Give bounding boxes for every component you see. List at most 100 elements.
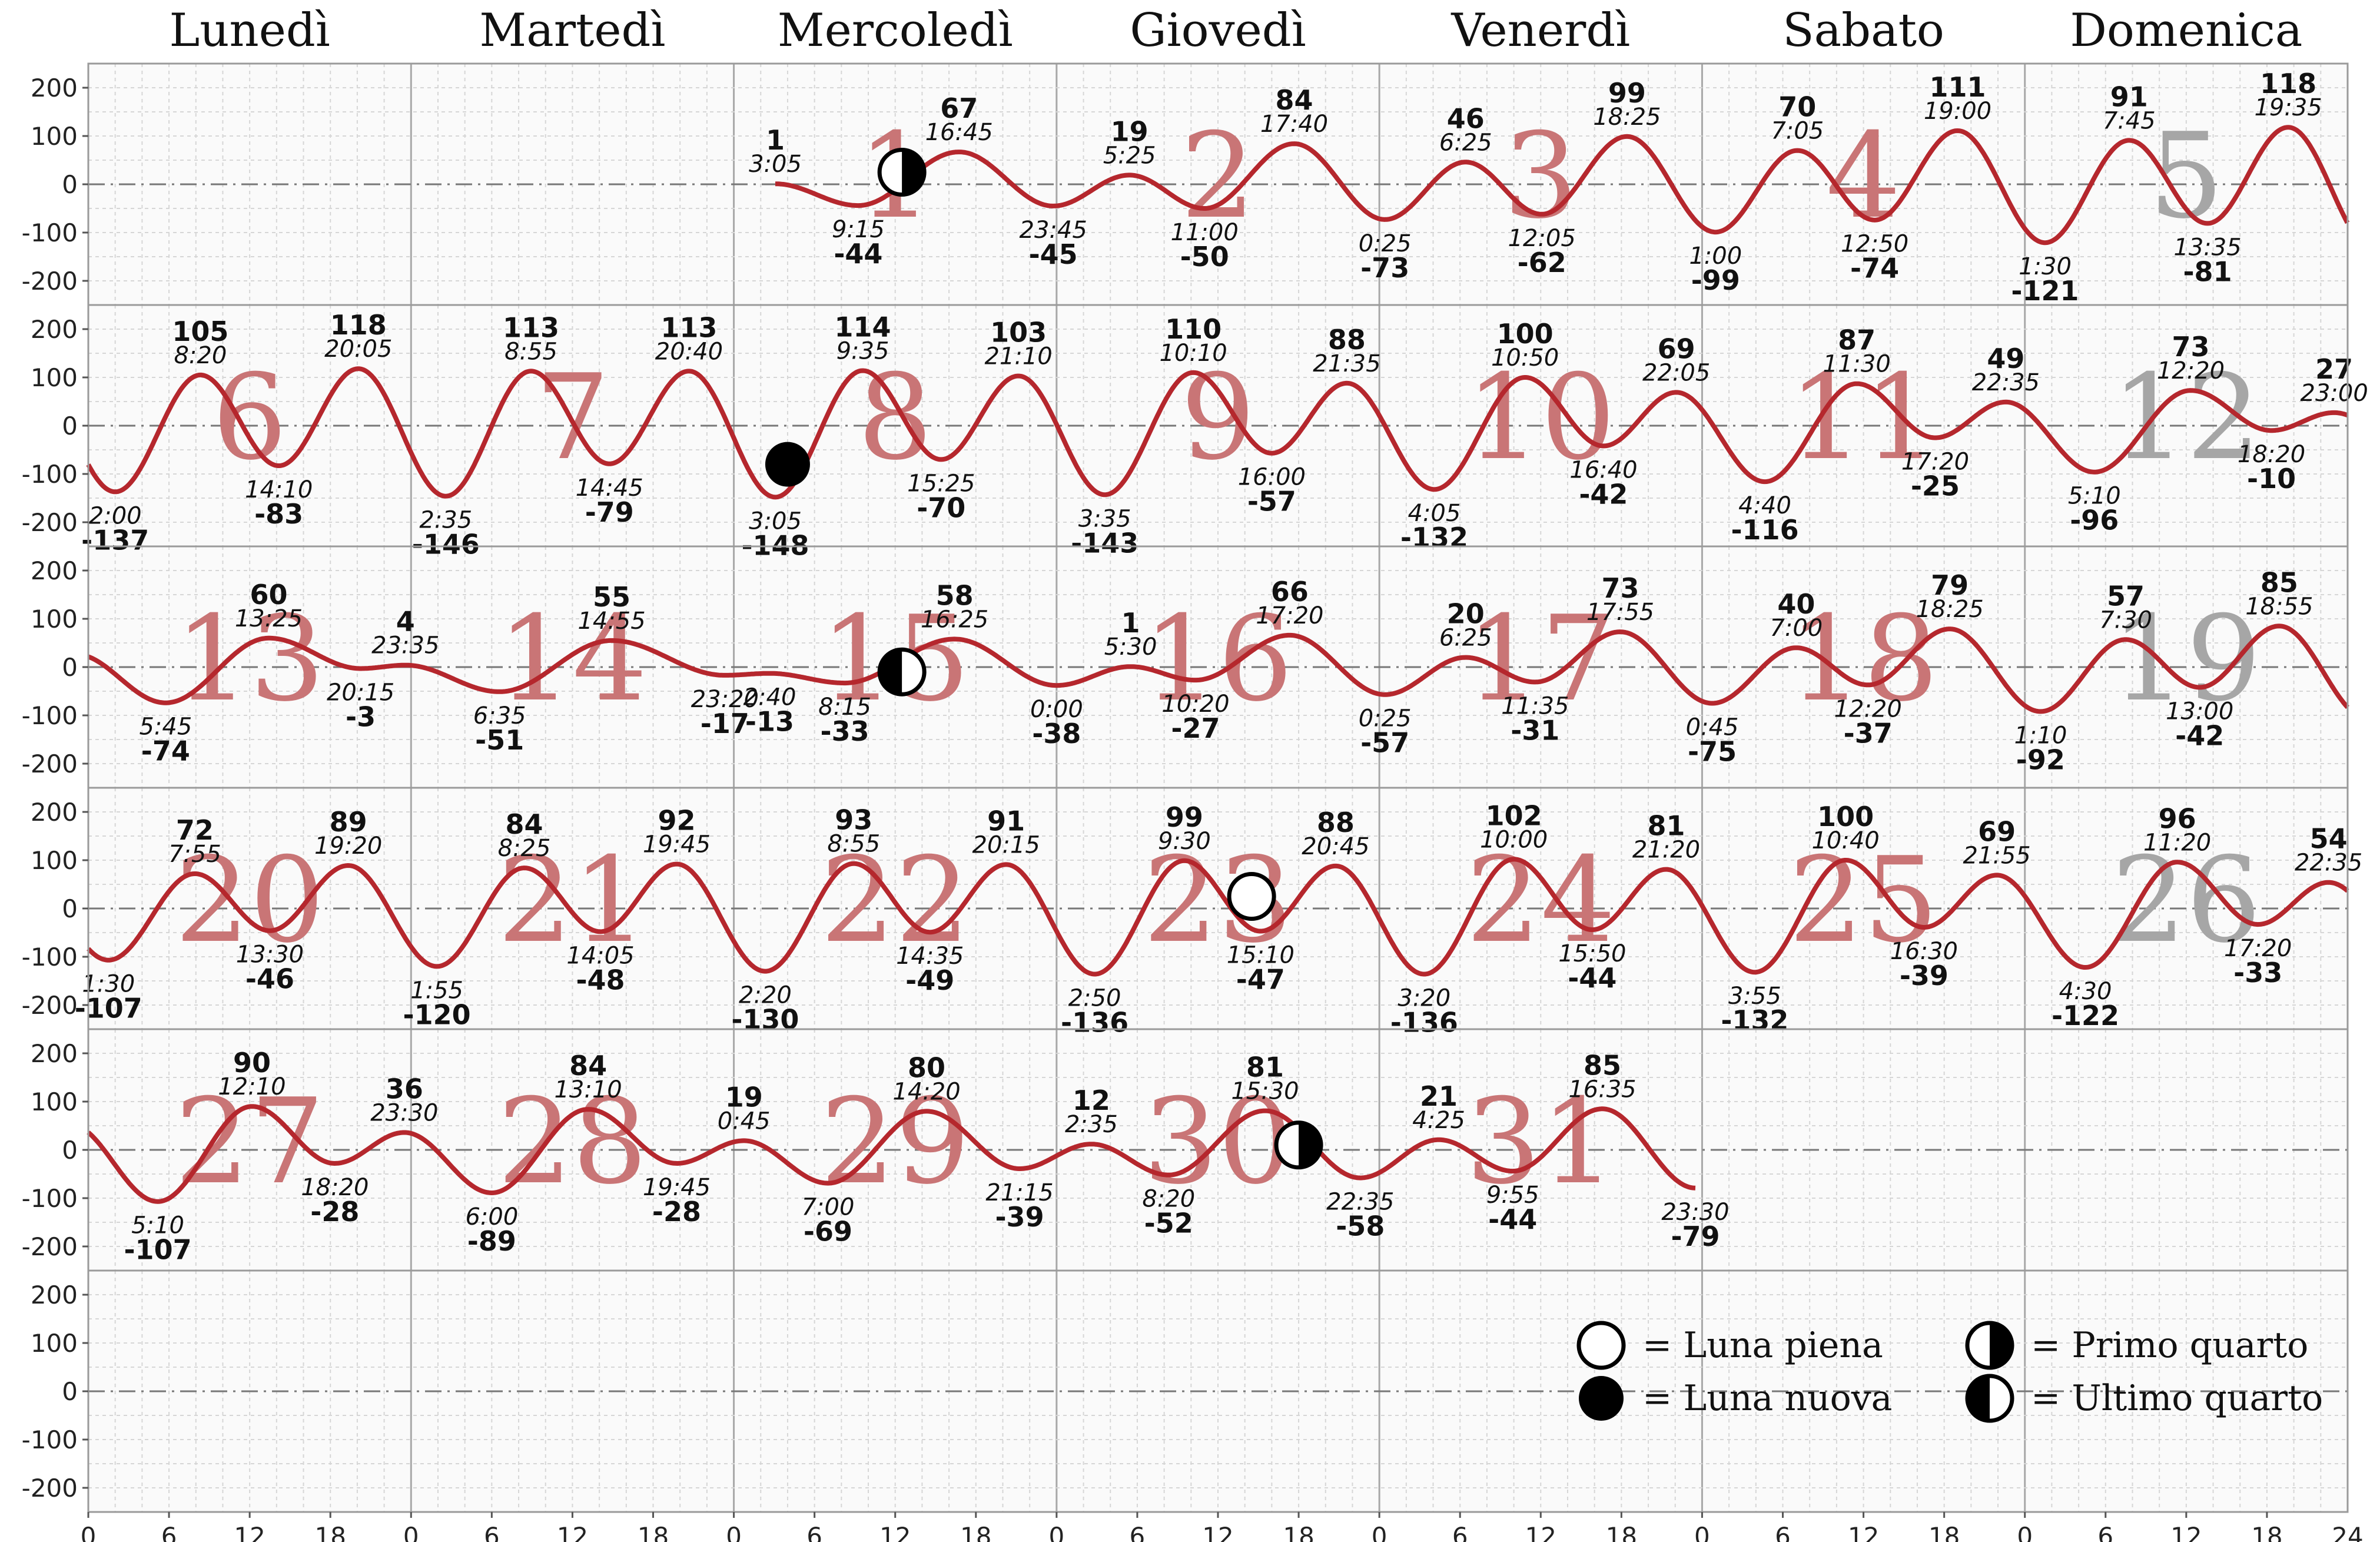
extremum-time: 1:55	[410, 977, 463, 1004]
extremum-time: 0:45	[1686, 714, 1739, 741]
date-number: 17	[1466, 591, 1616, 728]
extremum-time: 15:25	[907, 470, 975, 497]
x-tick-label: 6	[1775, 1522, 1791, 1542]
y-tick-label: 0	[62, 1136, 78, 1165]
day-header: Lunedì	[169, 4, 330, 57]
extremum-value: -143	[1071, 527, 1138, 559]
x-tick-label: 6	[161, 1522, 177, 1542]
extremum-time: 3:35	[1078, 505, 1131, 532]
extremum-value: -137	[81, 524, 149, 556]
y-tick-label: -100	[22, 460, 78, 489]
moon-first-icon	[877, 148, 927, 197]
extremum-time: 19:00	[1924, 98, 1991, 125]
extremum-value: 46	[1447, 102, 1485, 134]
extremum-time: 11:35	[1501, 692, 1569, 719]
extremum-value: -25	[1911, 470, 1960, 502]
legend: = Luna piena = Primo quarto = Luna nuova = …	[1576, 1321, 2323, 1423]
extremum-value: 80	[908, 1052, 945, 1083]
extremum-value: 79	[1931, 569, 1969, 601]
extremum-time: 14:45	[576, 475, 643, 502]
extremum-value: -99	[1691, 264, 1740, 296]
extremum-time: 1:00	[1689, 243, 1742, 270]
extremum-value: -74	[1850, 253, 1899, 284]
extremum-time: 8:20	[1142, 1186, 1195, 1213]
extremum-value: -136	[1061, 1007, 1128, 1039]
date-number: 4	[1826, 108, 1901, 245]
extremum-time: 6:00	[465, 1203, 518, 1231]
extremum-value: -121	[2011, 275, 2079, 307]
extremum-value: -79	[1671, 1221, 1720, 1252]
extremum-value: 57	[2107, 580, 2145, 612]
extremum-time: 0:45	[718, 1107, 771, 1135]
x-tick-label: 0	[81, 1522, 97, 1542]
extremum-time: 9:35	[837, 338, 889, 365]
extremum-time: 7:00	[802, 1194, 855, 1221]
extremum-value: -120	[403, 999, 471, 1030]
date-number: 24	[1466, 832, 1616, 969]
extremum-value: -44	[1568, 962, 1616, 994]
extremum-value: 85	[1584, 1049, 1621, 1081]
extremum-value: -28	[652, 1196, 701, 1228]
extremum-value: 21	[1420, 1080, 1458, 1112]
extremum-time: 3:55	[1728, 983, 1781, 1010]
extremum-value: -46	[245, 963, 294, 995]
extremum-value: 99	[1608, 77, 1646, 109]
extremum-time: 7:00	[1770, 615, 1823, 642]
extremum-value: 100	[1817, 801, 1874, 833]
day-header: Giovedì	[1130, 4, 1306, 57]
extremum-value: 99	[1166, 801, 1203, 833]
extremum-value: 20	[1447, 598, 1485, 630]
extremum-time: 7:55	[168, 841, 221, 868]
extremum-time: 23:35	[371, 632, 439, 659]
extremum-value: 88	[1328, 324, 1366, 356]
extremum-time: 20:45	[1302, 833, 1369, 860]
x-tick-label: 18	[1283, 1522, 1314, 1542]
extremum-time: 10:40	[1811, 827, 1879, 854]
extremum-value: -83	[254, 498, 303, 530]
extremum-time: 18:20	[2238, 441, 2305, 468]
extremum-value: -132	[1400, 522, 1468, 553]
extremum-value: 58	[936, 579, 974, 611]
extremum-value: -48	[576, 964, 625, 996]
moon-disc	[765, 442, 810, 487]
x-tick-label: 0	[403, 1522, 419, 1542]
extremum-value: 49	[1987, 343, 2024, 374]
x-tick-label: 18	[1928, 1522, 1960, 1542]
extremum-value: -31	[1511, 714, 1559, 746]
day-header: Domenica	[2070, 4, 2302, 57]
moon-half	[1967, 1376, 1990, 1421]
x-tick-label: 12	[879, 1522, 911, 1542]
extremum-value: 105	[172, 316, 228, 347]
extremum-time: 9:30	[1158, 828, 1211, 855]
extremum-value: -38	[1032, 718, 1081, 750]
extremum-value: 19	[725, 1081, 763, 1113]
day-header: Sabato	[1782, 4, 1944, 57]
date-number: 26	[2112, 832, 2262, 969]
extremum-value: 118	[2260, 68, 2316, 100]
moon-first-icon	[1965, 1321, 2014, 1370]
extrema-labels: 13:059:15-446716:4523:45-45195:2511:00-5…	[75, 68, 2368, 1265]
extremum-value: -73	[1360, 252, 1409, 284]
extremum-time: 7:30	[2099, 606, 2152, 634]
extremum-time: 11:00	[1171, 219, 1239, 246]
extremum-time: 4:30	[2059, 978, 2112, 1005]
extremum-time: 5:10	[2068, 483, 2121, 510]
extremum-value: 69	[1658, 333, 1695, 364]
extremum-time: 16:40	[1569, 456, 1637, 483]
extremum-value: 111	[1929, 71, 1986, 103]
extremum-time: 2:00	[89, 502, 142, 529]
day-header: Mercoledì	[778, 4, 1013, 57]
moon-first-icon	[1274, 1120, 1323, 1170]
extremum-value: -51	[475, 724, 524, 756]
tide-curve	[87, 624, 2349, 714]
x-tick-label: 0	[2017, 1522, 2033, 1542]
extremum-value: -37	[1844, 717, 1893, 749]
date-number: 13	[175, 591, 325, 728]
extremum-value: 118	[330, 309, 387, 341]
extremum-time: 13:30	[236, 941, 304, 969]
extremum-time: 20:05	[324, 336, 392, 363]
extremum-value: -17	[701, 708, 749, 740]
extremum-time: 7:05	[1771, 118, 1824, 145]
extremum-value: 96	[2159, 802, 2196, 834]
date-number: 31	[1466, 1073, 1616, 1211]
